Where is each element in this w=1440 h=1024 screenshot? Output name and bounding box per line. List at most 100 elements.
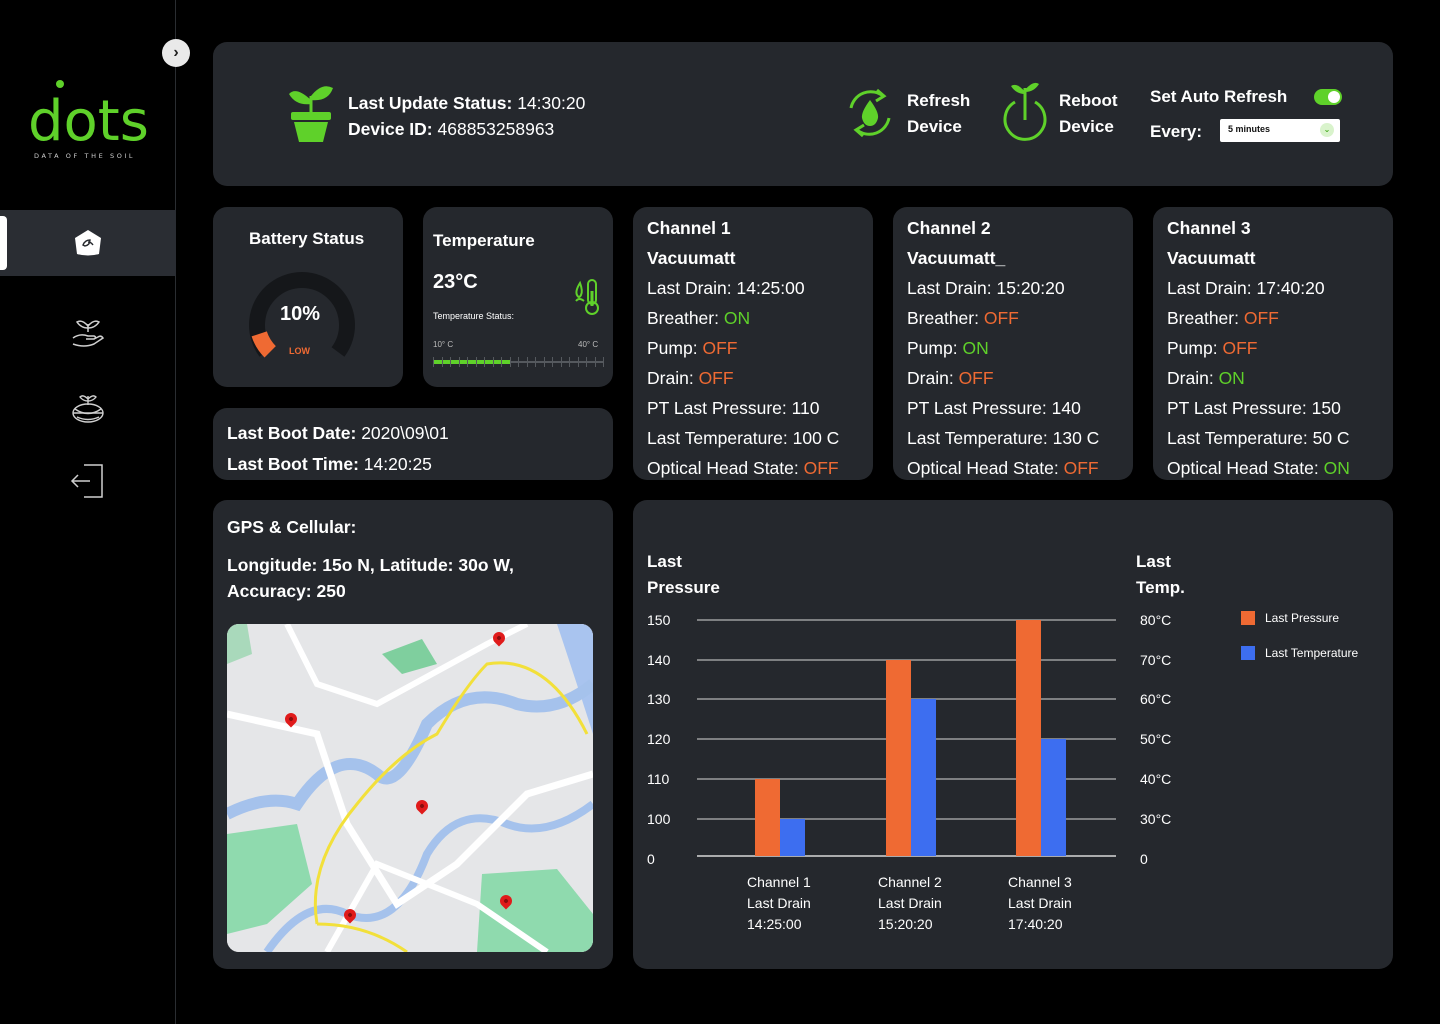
drain-label: Drain: xyxy=(907,368,954,388)
every-label: Every: xyxy=(1150,122,1202,141)
channel-type: Vacuumatt xyxy=(1167,248,1256,268)
temperature-label: Last Temperature: xyxy=(907,428,1048,448)
sidebar-item-logout[interactable] xyxy=(0,448,176,514)
right-tick-label: 50°C xyxy=(1140,731,1171,747)
optical-label: Optical Head State: xyxy=(647,458,799,478)
refresh-interval-select[interactable]: 5 minutes ⌄ xyxy=(1220,119,1340,142)
temperature-value: 50 C xyxy=(1312,428,1350,448)
soil-nest-icon xyxy=(72,395,104,423)
device-id-label: Device ID: xyxy=(348,119,433,139)
channel-title: Channel 2 xyxy=(907,218,991,238)
left-tick-label: 130 xyxy=(647,691,671,707)
boot-time-label: Last Boot Time: xyxy=(227,454,359,474)
auto-refresh-label: Set Auto Refresh xyxy=(1150,87,1288,106)
last-drain-value: 14:25:00 xyxy=(736,278,805,298)
scale-tick xyxy=(467,357,468,367)
device-id-value: 468853258963 xyxy=(437,119,555,139)
category-label: 14:25:00 xyxy=(747,916,802,932)
scale-tick xyxy=(458,357,460,367)
pump-state: ON xyxy=(962,338,989,358)
right-tick-label: 30°C xyxy=(1140,811,1171,827)
gps-coordinates: Longitude: 15o N, Latitude: 30o W, xyxy=(227,555,514,575)
sidebar: › dots DATA OF THE SOIL xyxy=(0,0,190,1024)
battery-percent: 10% xyxy=(280,303,321,325)
right-tick-label: 80°C xyxy=(1140,612,1171,628)
left-tick-label: 140 xyxy=(647,652,671,668)
breather-state: ON xyxy=(723,308,751,328)
last-drain-label: Last Drain: xyxy=(1167,278,1252,298)
last-drain-label: Last Drain: xyxy=(907,278,992,298)
temperature-bar xyxy=(911,699,936,856)
optical-state: OFF xyxy=(1063,458,1099,478)
scale-tick xyxy=(433,357,434,367)
logo-text: dots xyxy=(28,89,148,154)
battery-gauge xyxy=(249,272,355,358)
battery-card: Battery Status 10% LOW xyxy=(213,207,403,387)
pressure-label: PT Last Pressure: xyxy=(907,398,1047,418)
right-tick-label: 60°C xyxy=(1140,691,1171,707)
pump-label: Pump: xyxy=(1167,338,1218,358)
optical-state: OFF xyxy=(803,458,839,478)
last-drain-value: 17:40:20 xyxy=(1256,278,1325,298)
category-label: Channel 3 xyxy=(1008,874,1072,890)
sidebar-item-plant-care[interactable] xyxy=(0,300,176,366)
pressure-value: 140 xyxy=(1051,398,1081,418)
battery-title: Battery Status xyxy=(249,229,365,248)
temperature-status-label: Temperature Status: xyxy=(433,311,515,321)
scale-tick xyxy=(441,357,443,367)
temperature-value: 100 C xyxy=(792,428,840,448)
right-tick-label: 0 xyxy=(1140,851,1148,867)
scale-tick xyxy=(518,357,519,367)
breather-label: Breather: xyxy=(1167,308,1239,328)
temperature-card: Temperature 23°C Temperature Status: 10°… xyxy=(423,207,613,387)
sidebar-item-home[interactable] xyxy=(0,210,176,276)
boot-time-value: 14:20:25 xyxy=(363,454,432,474)
channel-title: Channel 3 xyxy=(1167,218,1251,238)
location-map[interactable] xyxy=(227,624,593,952)
channel-card-1: Channel 1 Vacuumatt Last Drain: 14:25:00… xyxy=(633,207,873,480)
sidebar-expand-button[interactable]: › xyxy=(162,39,190,67)
drain-state: OFF xyxy=(698,368,734,388)
pressure-label: PT Last Pressure: xyxy=(1167,398,1307,418)
scale-tick xyxy=(484,357,485,367)
pump-state: OFF xyxy=(702,338,738,358)
logo-subtitle: DATA OF THE SOIL xyxy=(34,152,136,160)
potted-plant-icon xyxy=(289,86,333,142)
breather-state: OFF xyxy=(983,308,1019,328)
sidebar-item-soil[interactable] xyxy=(0,376,176,442)
category-label: Channel 2 xyxy=(878,874,942,890)
legend-swatch xyxy=(1241,611,1255,625)
refresh-drop-icon xyxy=(849,88,891,138)
auto-refresh-toggle[interactable] xyxy=(1314,89,1342,105)
optical-state: ON xyxy=(1323,458,1350,478)
temperature-bar xyxy=(780,819,805,856)
drain-label: Drain: xyxy=(647,368,694,388)
breather-label: Breather: xyxy=(647,308,719,328)
device-status: Last Update Status: 14:30:20 Device ID: … xyxy=(348,90,585,142)
last-drain-value: 15:20:20 xyxy=(996,278,1065,298)
last-update-label: Last Update Status: xyxy=(348,93,513,113)
home-leaf-icon xyxy=(75,230,101,256)
legend-label: Last Pressure xyxy=(1265,611,1340,625)
temperature-label: Last Temperature: xyxy=(647,428,788,448)
pressure-bar xyxy=(1016,620,1041,856)
scale-tick xyxy=(603,357,604,367)
temperature-bar xyxy=(1041,739,1066,856)
scale-tick xyxy=(475,357,477,367)
scale-tick xyxy=(586,357,587,367)
temperature-value: 23°C xyxy=(433,271,478,293)
chevron-right-icon: › xyxy=(173,44,179,61)
right-tick-label: 70°C xyxy=(1140,652,1171,668)
left-tick-label: 100 xyxy=(647,811,671,827)
legend-swatch xyxy=(1241,646,1255,660)
battery-level: LOW xyxy=(289,346,310,356)
scale-tick xyxy=(535,357,536,367)
refresh-interval-value: 5 minutes xyxy=(1228,124,1271,134)
gps-accuracy: Accuracy: 250 xyxy=(227,581,346,601)
category-label: Channel 1 xyxy=(747,874,811,890)
hand-plant-icon xyxy=(72,320,105,347)
logout-icon xyxy=(70,464,103,498)
gps-card: GPS & Cellular: Longitude: 15o N, Latitu… xyxy=(213,500,613,969)
left-tick-label: 120 xyxy=(647,731,671,747)
reboot-label: Reboot Device xyxy=(1059,91,1118,136)
